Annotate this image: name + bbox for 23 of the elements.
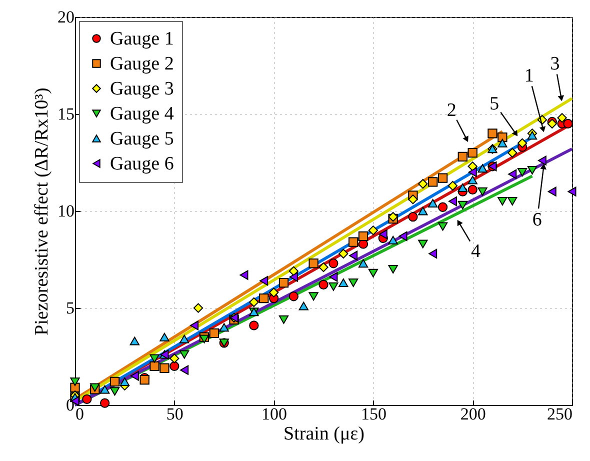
x-tick-label: 250 [547, 404, 572, 424]
x-tick-label: 200 [460, 404, 486, 424]
annotation: 3 [550, 53, 560, 74]
legend-label: Gauge 6 [110, 154, 174, 174]
x-tick-label: 50 [166, 404, 184, 424]
y-tick-label: 20 [58, 8, 74, 26]
legend-label: Gauge 5 [110, 128, 174, 150]
annotation: 1 [524, 65, 534, 86]
x-tick-label: 100 [262, 404, 288, 424]
x-axis-title: Strain (με) [284, 424, 364, 444]
legend-label: Gauge 3 [110, 78, 174, 100]
legend-label: Gauge 4 [110, 104, 174, 124]
annotation: 4 [470, 240, 481, 262]
annotation: 2 [446, 100, 456, 122]
annotation: 5 [490, 93, 500, 114]
y-tick-label: 10 [58, 202, 74, 220]
x-tick-label: 150 [360, 404, 386, 424]
y-axis-title: Piezoresistive effect (ΔR/Rx10³) [32, 88, 52, 336]
y-tick-label: 5 [66, 298, 74, 318]
legend-label: Gauge 2 [110, 54, 174, 74]
annotation: 6 [532, 210, 542, 230]
legend-label: Gauge 1 [110, 28, 174, 50]
y-tick-label: 15 [58, 104, 74, 124]
